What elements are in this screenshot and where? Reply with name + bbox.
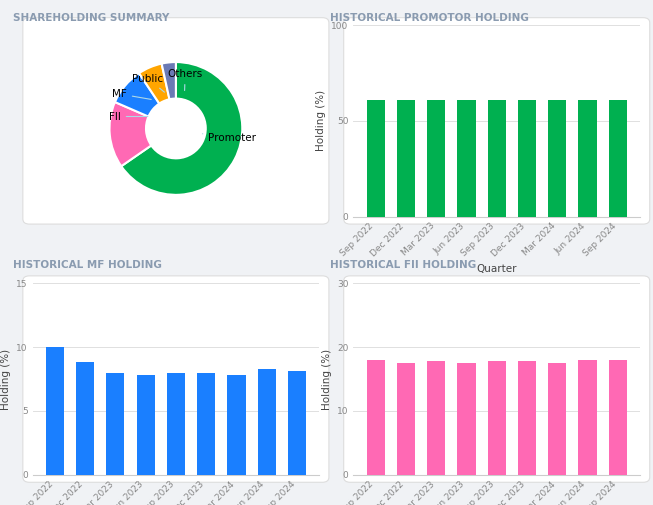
Bar xyxy=(609,100,627,217)
Wedge shape xyxy=(162,62,176,99)
Bar xyxy=(518,100,536,217)
Bar xyxy=(427,100,445,217)
Bar xyxy=(136,375,155,475)
Bar xyxy=(258,369,276,475)
Bar xyxy=(457,100,475,217)
Bar xyxy=(197,373,215,475)
Bar xyxy=(366,100,385,217)
Bar xyxy=(488,361,506,475)
Bar xyxy=(167,373,185,475)
Bar xyxy=(609,360,627,475)
Text: HISTORICAL PROMOTOR HOLDING: HISTORICAL PROMOTOR HOLDING xyxy=(330,13,529,23)
Bar xyxy=(427,361,445,475)
Text: HISTORICAL FII HOLDING: HISTORICAL FII HOLDING xyxy=(330,260,476,270)
Text: Public: Public xyxy=(133,74,165,92)
Bar xyxy=(397,363,415,475)
Text: Others: Others xyxy=(168,69,203,90)
X-axis label: Quarter: Quarter xyxy=(477,264,517,274)
Text: SHAREHOLDING SUMMARY: SHAREHOLDING SUMMARY xyxy=(13,13,169,23)
Bar xyxy=(46,347,64,475)
Bar xyxy=(106,373,125,475)
Bar xyxy=(457,363,475,475)
Wedge shape xyxy=(115,73,159,117)
Wedge shape xyxy=(139,64,170,104)
Bar xyxy=(518,361,536,475)
Y-axis label: Holding (%): Holding (%) xyxy=(316,90,326,152)
Y-axis label: Holding (%): Holding (%) xyxy=(321,348,332,410)
Legend: Holding (%): Holding (%) xyxy=(444,330,550,348)
Text: FII: FII xyxy=(109,112,148,122)
Text: MF: MF xyxy=(112,89,151,99)
Y-axis label: Holding (%): Holding (%) xyxy=(1,348,10,410)
Bar xyxy=(76,363,94,475)
Wedge shape xyxy=(110,102,151,166)
Bar xyxy=(548,100,566,217)
Bar xyxy=(366,360,385,475)
Text: HISTORICAL MF HOLDING: HISTORICAL MF HOLDING xyxy=(13,260,162,270)
Bar xyxy=(488,100,506,217)
Bar xyxy=(579,360,597,475)
Text: Promoter: Promoter xyxy=(202,133,257,143)
Bar xyxy=(227,375,246,475)
Bar xyxy=(288,371,306,475)
Bar xyxy=(548,363,566,475)
Bar xyxy=(579,100,597,217)
Bar xyxy=(397,100,415,217)
Wedge shape xyxy=(121,62,242,195)
